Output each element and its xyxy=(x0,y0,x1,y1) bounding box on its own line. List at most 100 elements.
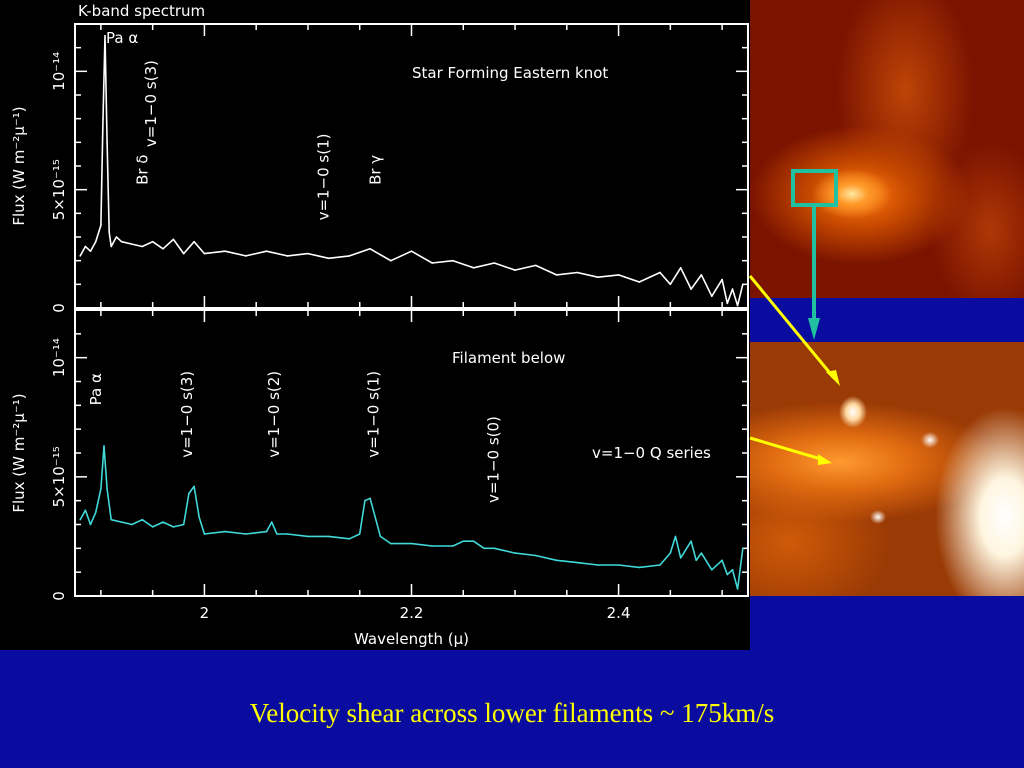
top-data-point xyxy=(104,35,106,37)
top-line-label: Br γ xyxy=(366,155,384,185)
top-data-point xyxy=(193,240,195,243)
pointer-head-upper xyxy=(826,370,840,386)
bottom-x-tick-label: 2 xyxy=(200,604,210,622)
bottom-y-axis-label: Flux (W m⁻²μ⁻¹) xyxy=(10,393,28,512)
bottom-line-label: v=1−0 s(3) xyxy=(178,371,196,458)
top-y-axis-label: Flux (W m⁻²μ⁻¹) xyxy=(10,106,28,225)
bottom-data-point xyxy=(679,557,682,559)
top-data-point xyxy=(203,252,206,255)
bottom-x-tick-label: 2.4 xyxy=(607,604,631,622)
bottom-data-point xyxy=(493,547,496,550)
nebula-overview-image xyxy=(750,0,1024,298)
top-line-label: v=1−0 s(1) xyxy=(315,133,333,220)
top-data-point xyxy=(348,255,351,257)
spectrum-plots: 0 5×10⁻¹⁵ 10⁻¹⁴ Flux (W m⁻²μ⁻¹) K-band spect… xyxy=(10,2,749,648)
bottom-data-point xyxy=(462,540,465,542)
top-data-point xyxy=(162,248,164,250)
bottom-annotation-q-series: v=1−0 Q series xyxy=(592,444,711,462)
top-data-point xyxy=(89,250,92,252)
bottom-data-point xyxy=(726,573,729,576)
top-data-point xyxy=(410,250,413,252)
top-data-point xyxy=(472,267,475,269)
bottom-data-point xyxy=(736,588,739,590)
zoom-arrow-head xyxy=(808,318,820,340)
bottom-data-point xyxy=(198,516,200,519)
top-data-point xyxy=(84,245,87,248)
bottom-data-point xyxy=(103,445,105,447)
top-y-tick-label: 10⁻¹⁴ xyxy=(50,52,68,91)
top-line-label: Br δ xyxy=(133,155,151,185)
bottom-data-point xyxy=(270,521,273,523)
top-data-point xyxy=(576,271,578,274)
top-data-point xyxy=(742,283,744,286)
top-data-point xyxy=(141,245,144,248)
top-data-point xyxy=(659,271,661,274)
top-data-point xyxy=(690,288,692,290)
bottom-line-label: v=1−0 s(2) xyxy=(265,371,283,458)
bottom-data-point xyxy=(555,559,558,562)
bottom-data-point xyxy=(110,518,112,521)
top-data-point xyxy=(265,250,268,252)
bottom-data-point xyxy=(100,488,102,490)
bottom-data-point xyxy=(659,564,661,566)
bottom-data-point xyxy=(711,569,713,571)
top-y-tick-label: 5×10⁻¹⁵ xyxy=(50,159,68,220)
bottom-data-point xyxy=(162,521,164,523)
top-data-point xyxy=(700,274,703,276)
bottom-y-tick-label: 10⁻¹⁴ xyxy=(50,338,68,377)
bottom-data-point xyxy=(120,521,123,523)
top-data-point xyxy=(493,262,496,264)
filament-zoom-image xyxy=(750,342,1024,596)
bottom-y-tick-label: 0 xyxy=(50,591,68,601)
bottom-data-point xyxy=(674,535,677,538)
bottom-data-point xyxy=(431,545,434,547)
zoom-region-box xyxy=(791,169,838,207)
bottom-data-point xyxy=(94,511,97,514)
top-data-point xyxy=(669,283,672,286)
bottom-data-point xyxy=(131,523,133,526)
bottom-data-point xyxy=(89,523,92,526)
top-chart-title: K-band spectrum xyxy=(78,2,205,20)
top-data-point xyxy=(711,295,713,298)
top-data-point xyxy=(131,243,133,245)
bottom-data-point xyxy=(617,564,620,566)
top-data-point xyxy=(452,259,454,262)
bottom-data-point xyxy=(106,488,108,490)
top-data-point xyxy=(110,245,112,248)
top-data-point xyxy=(327,257,330,260)
bottom-data-point xyxy=(669,552,672,554)
bottom-data-point xyxy=(597,564,599,566)
bottom-data-point xyxy=(534,554,537,557)
bottom-data-point xyxy=(79,518,81,521)
top-chart: 0 5×10⁻¹⁵ 10⁻¹⁴ Flux (W m⁻²μ⁻¹) K-band spect… xyxy=(10,2,749,313)
bottom-data-point xyxy=(369,497,371,500)
bottom-x-tick-label: 2.2 xyxy=(400,604,424,622)
top-data-point xyxy=(638,281,641,283)
top-data-point xyxy=(286,255,289,257)
bottom-line-label: v=1−0 s(1) xyxy=(364,371,382,458)
top-data-point xyxy=(534,264,537,267)
pointer-line-lower xyxy=(749,436,825,462)
top-line-label: Pa α xyxy=(106,29,138,47)
top-data-point xyxy=(390,259,392,262)
bottom-line-label: v=1−0 s(0) xyxy=(484,416,502,503)
bottom-data-point xyxy=(731,569,734,571)
bottom-data-point xyxy=(472,540,475,542)
top-y-tick-label: 0 xyxy=(50,303,68,313)
bottom-chart: 0 5×10⁻¹⁵ 10⁻¹⁴ Flux (W m⁻²μ⁻¹) 2 2.2 2.4 Wavel… xyxy=(10,309,749,648)
bottom-data-point xyxy=(265,530,268,533)
top-data-point xyxy=(172,238,175,241)
bottom-data-point xyxy=(742,547,744,550)
top-data-point xyxy=(94,240,97,243)
bottom-data-point xyxy=(193,485,195,488)
top-data-point xyxy=(102,117,104,120)
top-data-point xyxy=(721,278,723,281)
bottom-data-point xyxy=(203,533,206,535)
top-series-line xyxy=(79,34,744,307)
top-data-point xyxy=(597,276,599,279)
top-data-point xyxy=(369,248,371,250)
bottom-data-point xyxy=(182,523,185,526)
top-data-point xyxy=(106,141,108,144)
top-annotation: Star Forming Eastern knot xyxy=(412,64,608,82)
